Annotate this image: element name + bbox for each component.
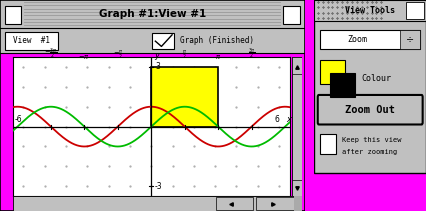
Text: x: x	[287, 115, 291, 124]
Bar	[320, 60, 345, 84]
Text: Keep this view: Keep this view	[343, 137, 402, 143]
Bar	[406, 2, 424, 19]
Bar	[283, 6, 300, 24]
Text: ÷: ÷	[406, 34, 414, 44]
Text: 6: 6	[275, 115, 279, 124]
Bar	[0, 28, 305, 53]
Text: Graph (Finished): Graph (Finished)	[180, 36, 254, 45]
Text: View  #1: View #1	[13, 36, 50, 45]
Bar	[151, 67, 218, 127]
Bar	[216, 197, 253, 210]
Bar	[400, 30, 420, 49]
Text: $\frac{3\pi}{2}$: $\frac{3\pi}{2}$	[248, 47, 256, 61]
Text: View Tools: View Tools	[345, 6, 395, 15]
Bar	[314, 0, 426, 173]
Text: y: y	[154, 51, 159, 60]
Bar	[320, 30, 420, 49]
Bar	[320, 134, 336, 154]
Text: Zoom: Zoom	[348, 35, 368, 43]
Bar	[5, 32, 58, 50]
Text: -3: -3	[155, 182, 163, 191]
Bar	[314, 0, 426, 21]
Text: Graph #1:View #1: Graph #1:View #1	[99, 9, 206, 19]
Bar	[256, 197, 294, 210]
FancyBboxPatch shape	[318, 95, 423, 124]
Text: 3: 3	[155, 62, 160, 71]
Text: after zooming: after zooming	[343, 149, 397, 155]
Bar	[153, 33, 174, 49]
Bar	[5, 6, 21, 24]
Text: $-\frac{3\pi}{2}$: $-\frac{3\pi}{2}$	[44, 47, 58, 61]
Text: $-\pi$: $-\pi$	[78, 53, 90, 61]
Bar	[330, 73, 354, 97]
Text: Zoom Out: Zoom Out	[345, 105, 395, 115]
Text: -6: -6	[15, 115, 23, 124]
Text: Colour: Colour	[361, 74, 391, 83]
Text: $-\frac{\pi}{2}$: $-\frac{\pi}{2}$	[112, 48, 123, 61]
Bar	[292, 57, 302, 74]
Text: $\frac{\pi}{2}$: $\frac{\pi}{2}$	[182, 48, 187, 61]
Text: $\pi$: $\pi$	[215, 53, 221, 61]
Bar	[292, 180, 302, 196]
Bar	[294, 196, 302, 211]
Bar	[0, 0, 305, 28]
